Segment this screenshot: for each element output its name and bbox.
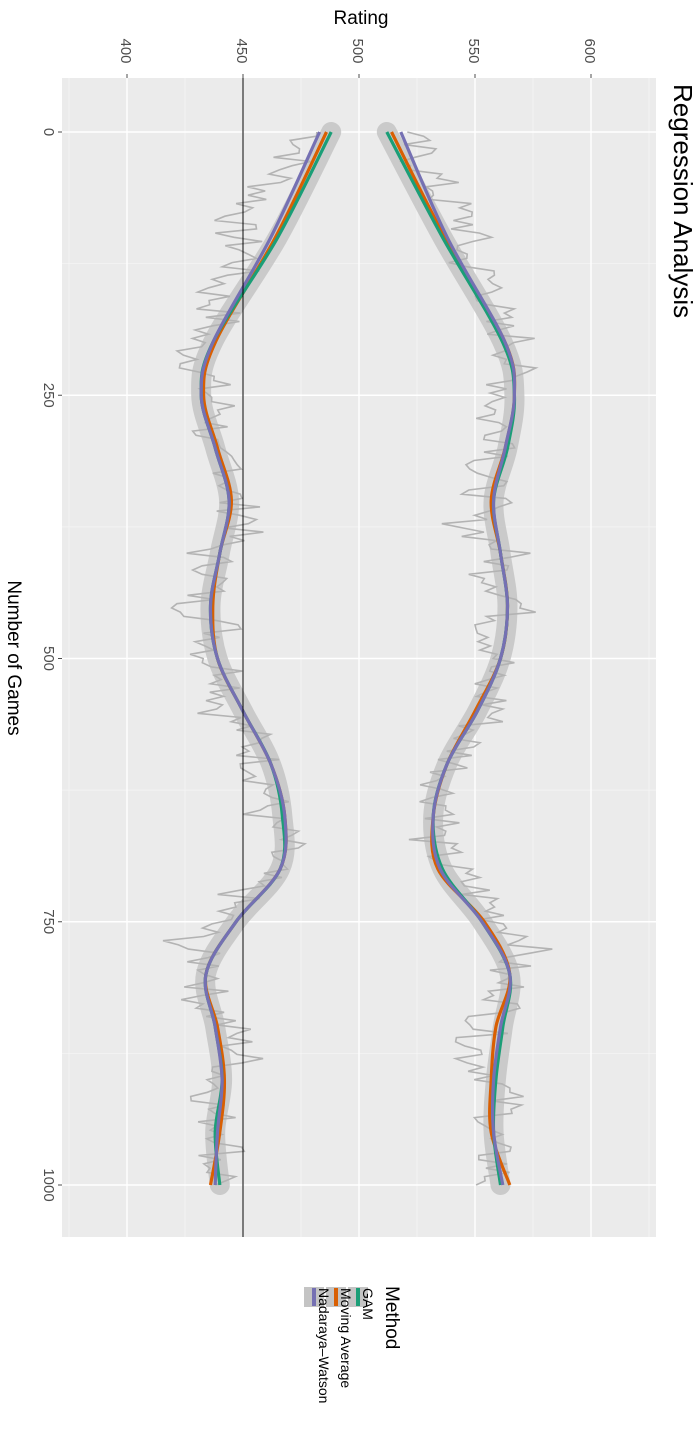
x-tick-label: 250 [40,383,57,408]
x-tick-label: 1000 [40,1168,57,1201]
legend-label-moving-average: Moving Average [338,1288,354,1388]
x-axis-title: Number of Games [3,580,24,735]
x-tick-label: 0 [40,128,57,136]
chart-title: Regression Analysis [668,84,698,318]
x-axis-ticks: 0 250 500 750 1000 [40,128,62,1202]
x-tick-label: 500 [40,646,57,671]
y-axis-title: Rating [334,8,389,29]
legend-label-gam: GAM [360,1288,376,1320]
y-tick-label: 500 [349,38,366,63]
y-tick-label: 550 [465,38,482,63]
legend-keys [304,1287,368,1307]
y-tick-label: 400 [117,38,134,63]
legend: Method GAM Moving Average Nadaraya–Watso… [304,1286,402,1403]
y-tick-label: 450 [233,38,250,63]
legend-title: Method [381,1286,402,1349]
legend-label-nadaraya-watson: Nadaraya–Watson [316,1288,332,1403]
y-axis-ticks: 400 450 500 550 600 [117,38,598,78]
x-tick-label: 750 [40,909,57,934]
y-tick-label: 600 [581,38,598,63]
